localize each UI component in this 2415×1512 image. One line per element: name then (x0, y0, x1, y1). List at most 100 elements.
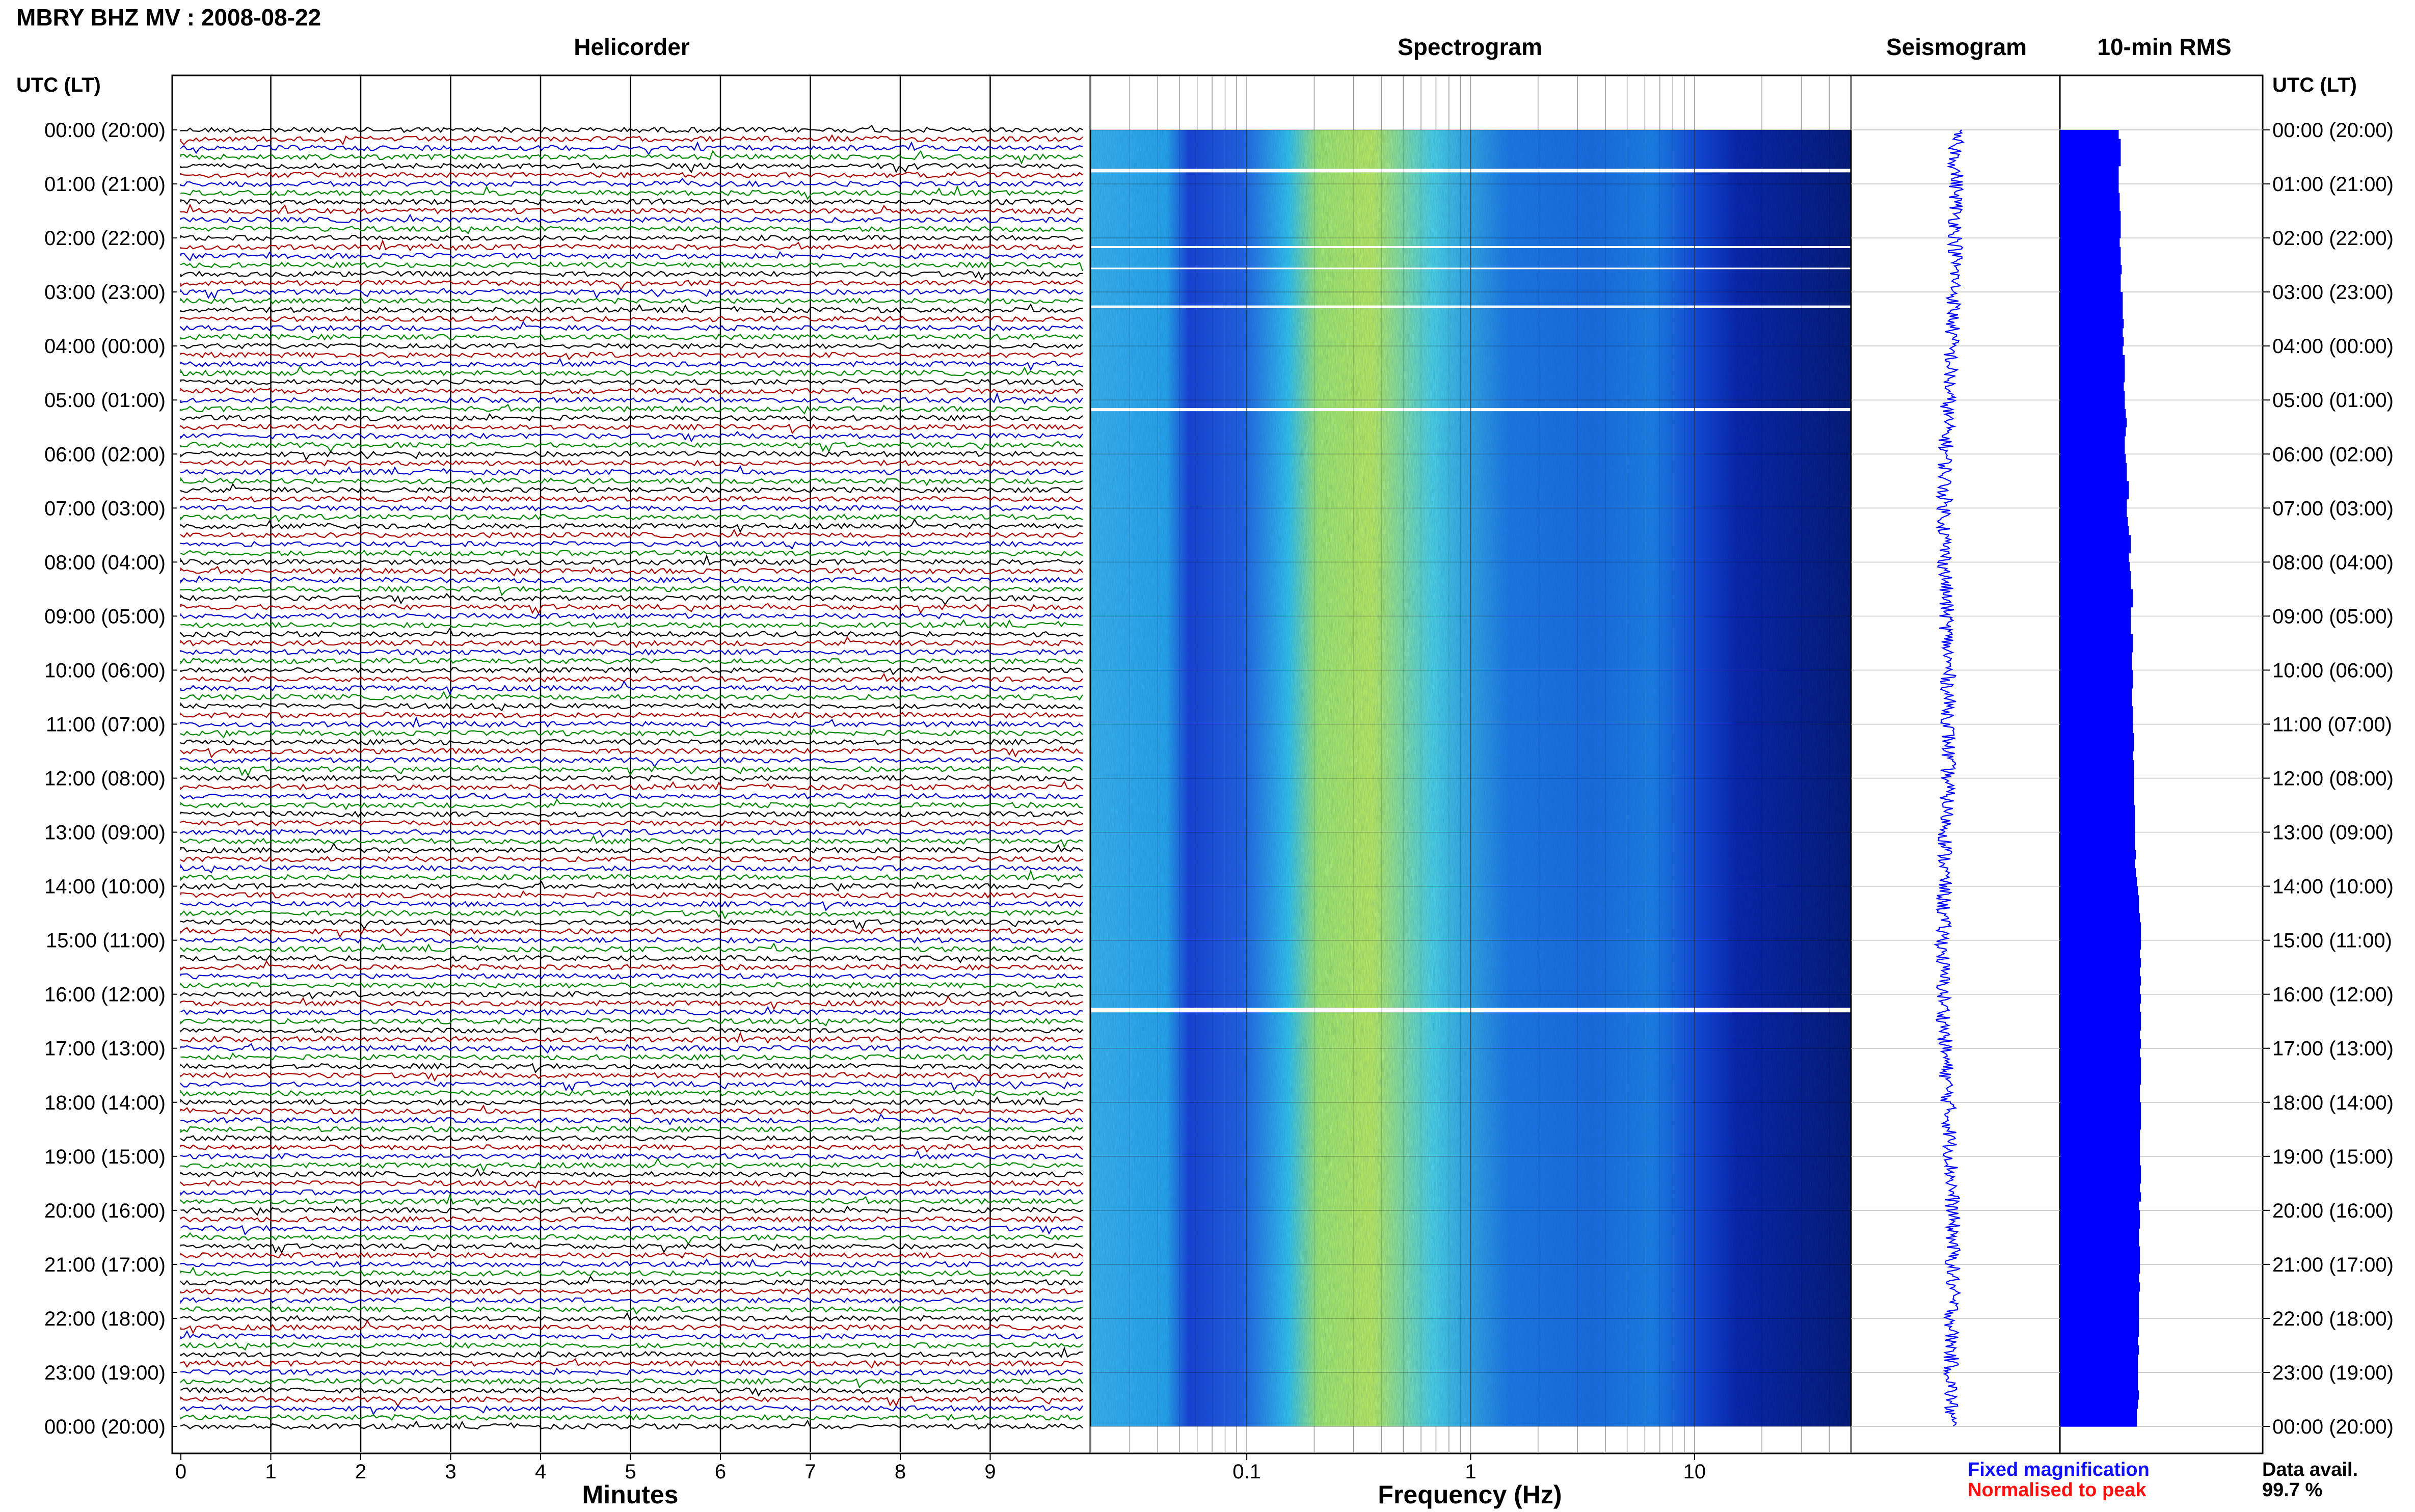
time-label-right: 14:00 (10:00) (2272, 876, 2394, 898)
time-label-left: 00:00 (20:00) (44, 1416, 166, 1438)
helicorder-trace (180, 702, 1083, 712)
rms-bar (2060, 346, 2123, 356)
rms-bar (2060, 1012, 2141, 1022)
minute-tick-label: 9 (984, 1461, 996, 1483)
rms-bar (2060, 859, 2135, 869)
helicorder-trace (180, 495, 1083, 503)
minute-tick-label: 4 (535, 1461, 546, 1483)
rms-bar (2060, 490, 2129, 500)
rms-bar (2060, 634, 2133, 643)
helicorder-trace (180, 198, 1083, 206)
helicorder-trace (180, 995, 1083, 1011)
helicorder-trace (180, 691, 1083, 701)
rms-bar (2060, 805, 2135, 815)
time-label-left: 13:00 (09:00) (44, 822, 166, 844)
rms-bar (2060, 1372, 2138, 1382)
minute-tick-label: 8 (895, 1461, 906, 1483)
rms-bar (2060, 1129, 2140, 1139)
helicorder-trace (180, 1043, 1083, 1054)
rms-bar (2060, 895, 2139, 905)
helicorder-traces (180, 124, 1084, 1430)
rms-bar (2060, 373, 2125, 383)
helicorder-trace (180, 1193, 1083, 1206)
rms-bar (2060, 1255, 2140, 1265)
helicorder-trace (180, 1052, 1083, 1061)
helicorder-trace (180, 430, 1083, 443)
rms-bar (2060, 670, 2133, 680)
rms-bar (2060, 616, 2131, 626)
rms-bar (2060, 1408, 2137, 1418)
time-label-right: 15:00 (11:00) (2272, 930, 2392, 952)
time-label-left: 10:00 (06:00) (44, 659, 166, 682)
rms-bar (2060, 913, 2140, 923)
minute-tick-label: 2 (355, 1461, 366, 1483)
rms-bar (2060, 1093, 2140, 1103)
rms-title: 10-min RMS (2097, 34, 2231, 60)
time-label-left: 05:00 (01:00) (44, 389, 166, 412)
rms-bar (2060, 823, 2135, 833)
time-label-right: 17:00 (13:00) (2272, 1038, 2394, 1060)
helicorder-trace (180, 565, 1083, 577)
frequency-tick-label: 1 (1465, 1461, 1476, 1483)
rms-bar (2060, 400, 2125, 410)
helicorder-trace (180, 834, 1083, 848)
rms-bar (2060, 499, 2127, 508)
helicorder-trace (180, 1396, 1083, 1407)
minutes-axis-label: Minutes (582, 1480, 679, 1509)
minute-axis-ticks: 0 1 2 3 4 5 6 7 8 9 (175, 1453, 996, 1483)
rms-bar (2060, 1309, 2139, 1319)
rms-bar (2060, 1147, 2140, 1157)
rms-bar (2060, 742, 2134, 752)
helicorder-trace (180, 225, 1083, 234)
helicorder-trace (180, 352, 1083, 361)
time-label-right: 00:00 (20:00) (2272, 1416, 2394, 1438)
rms-bar (2060, 463, 2127, 473)
rms-bar (2060, 1327, 2139, 1337)
helicorder-trace (180, 403, 1083, 415)
rms-bar (2060, 625, 2131, 635)
helicorder-trace (180, 592, 1083, 606)
helicorder-trace (180, 942, 1083, 953)
time-label-left: 17:00 (13:00) (44, 1038, 166, 1060)
helicorder-trace (180, 829, 1083, 838)
helicorder-trace (180, 450, 1083, 461)
helicorder-trace (180, 842, 1083, 854)
helicorder-trace (180, 746, 1083, 759)
helicorder-trace (180, 585, 1083, 597)
rms-bar (2060, 904, 2139, 914)
rms-bar (2060, 1030, 2140, 1040)
helicorder-trace (180, 881, 1083, 892)
helicorder-trace (180, 1027, 1083, 1034)
helicorder-trace (180, 1216, 1083, 1223)
rms-bar (2060, 778, 2134, 788)
rms-bar (2060, 868, 2136, 878)
rms-bar (2060, 751, 2133, 761)
rms-bar (2060, 994, 2141, 1004)
seismogram-title: Seismogram (1886, 34, 2027, 60)
data-availability-label: Data avail. (2262, 1459, 2358, 1480)
helicorder-trace (180, 413, 1083, 422)
helicorder-trace (180, 321, 1083, 333)
time-label-left: 03:00 (23:00) (44, 281, 166, 304)
time-label-right: 19:00 (15:00) (2272, 1146, 2394, 1168)
rms-bar (2060, 607, 2131, 616)
rms-bar (2060, 1228, 2139, 1238)
frequency-axis-ticks: 0.1 1 10 (1232, 1453, 1706, 1483)
rms-bar (2060, 301, 2123, 311)
rms-bar (2060, 1399, 2138, 1409)
rms-bar (2060, 391, 2125, 400)
time-label-left: 00:00 (20:00) (44, 119, 166, 142)
helicorder-trace (180, 680, 1083, 695)
rms-bar (2060, 652, 2132, 662)
helicorder-trace (180, 575, 1083, 584)
helicorder-trace (180, 1031, 1083, 1044)
helicorder-trace (180, 504, 1083, 512)
rms-bar (2060, 643, 2133, 653)
helicorder-trace (180, 927, 1083, 938)
helicorder-trace (180, 811, 1083, 818)
rms-bar (2060, 1192, 2141, 1202)
helicorder-trace (180, 303, 1083, 314)
helicorder-trace (180, 388, 1083, 395)
